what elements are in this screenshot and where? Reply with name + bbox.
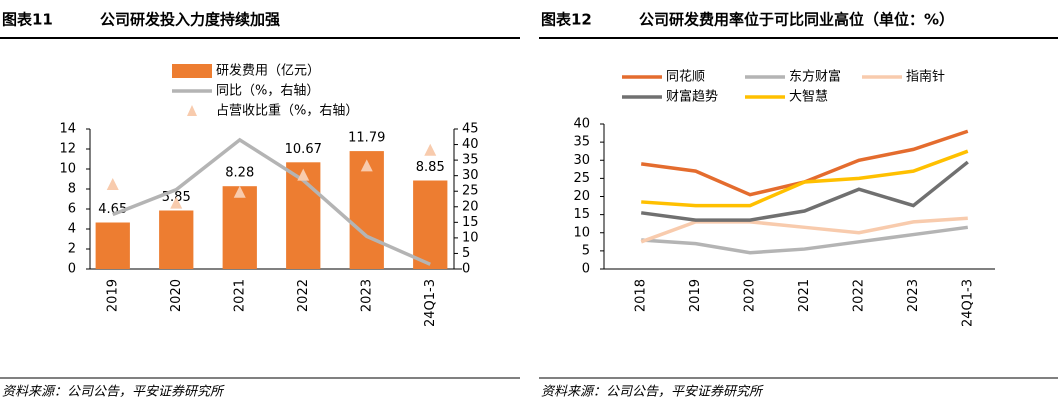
y-tick-label: 15 [573,207,590,222]
x-tick-label: 2020 [743,279,758,312]
y-tick-label: 35 [573,135,590,150]
y-tick-label: 20 [573,189,590,204]
bar [159,210,194,269]
legend-label: 同比（%，右轴） [216,84,319,99]
y-tick-label: 40 [573,117,590,132]
line-series [641,225,969,255]
x-tick-label: 2023 [906,279,921,312]
y2-tick-label: 25 [462,184,479,199]
y2-tick-label: 10 [462,230,479,245]
source: 资料来源：公司公告，平安证券研究所 [541,384,764,400]
y-tick-label: 14 [59,122,76,137]
legend-label: 研发费用（亿元） [216,63,320,79]
y-tick-label: 10 [59,162,76,177]
y2-tick-label: 30 [462,168,479,183]
x-tick-label: 2023 [359,279,374,312]
y2-tick-label: 5 [462,246,470,261]
data-label: 11.79 [348,131,385,146]
y-tick-label: 5 [582,243,590,258]
data-label: 8.28 [225,166,254,181]
source: 资料来源：公司公告，平安证券研究所 [2,384,225,400]
line-series [640,160,969,222]
x-tick-label: 2019 [688,279,703,312]
figure-title: 公司研发费用率位于可比同业高位（单位：%） [639,11,954,29]
y2-tick-label: 20 [462,199,479,214]
legend-label: 指南针 [906,69,945,85]
y-tick-label: 6 [68,202,76,217]
legend-label: 财富趋势 [666,89,718,105]
y2-tick-label: 45 [462,122,479,137]
legend-label: 东方财富 [789,69,841,85]
triangle-marker [233,185,246,198]
x-tick-label: 2020 [169,279,184,312]
x-tick-label: 2019 [105,279,120,312]
y2-tick-label: 0 [462,262,470,277]
figure-label: 图表12 [541,11,592,29]
y2-tick-label: 35 [462,153,479,168]
y-tick-label: 8 [68,182,76,197]
x-tick-label: 2021 [232,279,247,312]
y-tick-label: 4 [68,222,76,237]
triangle-marker [170,196,183,209]
data-label: 10.67 [285,142,322,157]
figure-label: 图表11 [2,11,53,29]
line-series [112,137,431,266]
x-tick-label: 24Q1-3 [423,279,438,327]
y-tick-label: 25 [573,171,590,186]
data-label: 8.85 [416,160,445,175]
line-series [640,129,969,197]
x-tick-label: 24Q1-3 [960,279,975,327]
legend-label: 占营收比重（%，右轴） [216,103,358,119]
y-tick-label: 12 [59,142,76,157]
bar [95,222,130,269]
legend-swatch [187,105,197,116]
legend-label: 大智慧 [789,89,828,105]
legend-label: 同花顺 [666,69,705,85]
x-tick-label: 2022 [296,279,311,312]
y-tick-label: 10 [573,225,590,240]
x-tick-label: 2022 [851,279,866,312]
line-series [641,149,969,208]
x-tick-label: 2018 [634,279,649,312]
legend-swatch [172,64,212,78]
y-tick-label: 0 [582,262,590,277]
bar [222,186,257,269]
y-tick-label: 30 [573,153,590,168]
y2-tick-label: 15 [462,215,479,230]
y-tick-label: 2 [68,242,76,257]
x-tick-label: 2021 [797,279,812,312]
line-series [640,216,968,244]
triangle-marker [360,159,373,172]
triangle-marker [424,143,437,156]
triangle-marker [106,178,119,190]
y-tick-label: 0 [68,262,76,277]
y2-tick-label: 40 [462,137,479,152]
bar [413,180,448,269]
triangle-marker [297,168,310,181]
figure-title: 公司研发投入力度持续加强 [100,11,280,29]
